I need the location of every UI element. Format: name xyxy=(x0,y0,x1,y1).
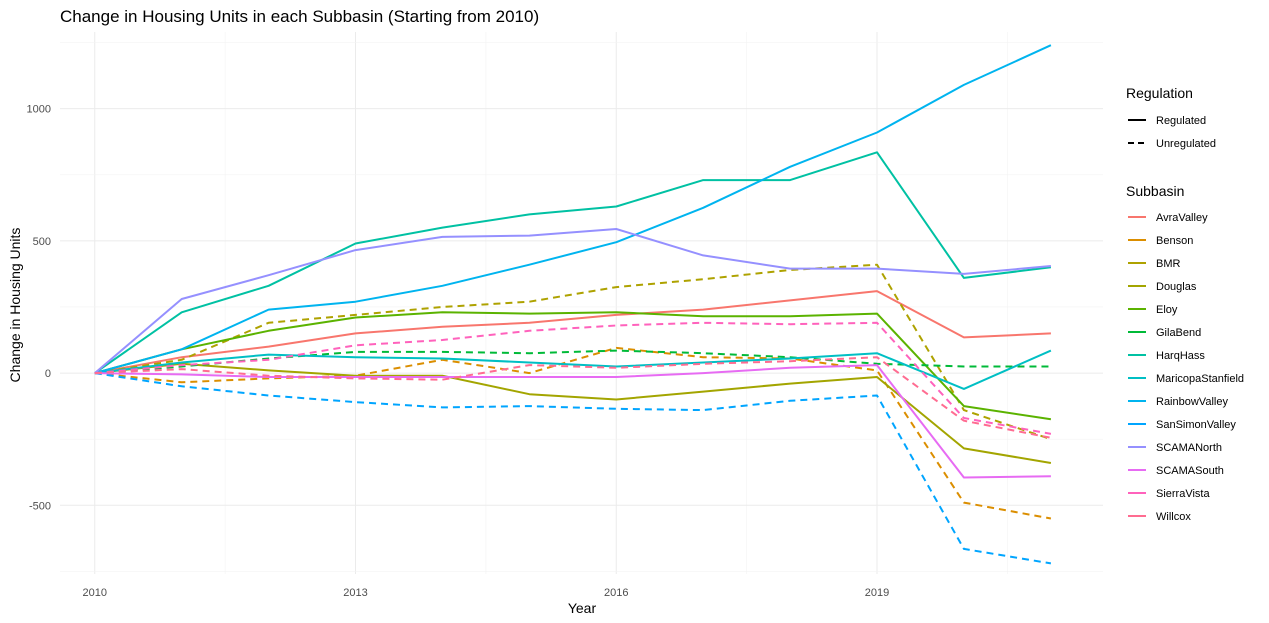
legend-label-benson: Benson xyxy=(1156,235,1193,247)
series-line-sierravista xyxy=(94,321,1052,435)
y-axis-title: Change in Housing Units xyxy=(7,228,23,383)
series-line-maricopastanfield xyxy=(94,349,1052,390)
legend-color-entries: AvraValley Benson BMR Douglas Eloy GilaBend Ha… xyxy=(1128,212,1244,523)
legend-label-sierravista: SierraVista xyxy=(1156,488,1210,500)
legend-label-willcox: Willcox xyxy=(1156,511,1191,523)
series-line-gilabend xyxy=(94,349,1051,375)
series-line-benson xyxy=(94,346,1052,520)
legend-linetype-title: Regulation xyxy=(1126,85,1193,101)
y-tick-label: 1000 xyxy=(27,104,51,116)
legend-label-harqhass: HarqHass xyxy=(1156,350,1205,362)
legend: Regulation Regulated Unregulated Subbasin… xyxy=(1126,85,1244,523)
series-lines xyxy=(94,44,1052,565)
series-line-avravalley xyxy=(94,290,1051,375)
x-axis-ticks: 2010 2013 2016 2019 xyxy=(83,587,890,599)
series-line-eloy xyxy=(94,311,1052,421)
x-tick-label: 2016 xyxy=(604,587,628,599)
x-tick-label: 2013 xyxy=(343,587,367,599)
series-line-bmr xyxy=(94,263,1052,441)
legend-linetype-entries: Regulated Unregulated xyxy=(1128,115,1216,150)
legend-label-sansimonvalley: SanSimonValley xyxy=(1156,419,1236,431)
x-tick-label: 2010 xyxy=(83,587,107,599)
series-line-scamasouth xyxy=(94,364,1051,479)
legend-label-avravalley: AvraValley xyxy=(1156,212,1208,224)
y-tick-label: -500 xyxy=(29,500,51,512)
series-line-rainbowvalley xyxy=(94,44,1052,375)
series-line-willcox xyxy=(94,356,1052,439)
legend-label-bmr: BMR xyxy=(1156,258,1181,270)
legend-label-douglas: Douglas xyxy=(1156,281,1197,293)
legend-color-title: Subbasin xyxy=(1126,183,1184,199)
series-line-harqhass xyxy=(94,151,1052,374)
legend-label-rainbowvalley: RainbowValley xyxy=(1156,396,1228,408)
series-line-douglas xyxy=(94,362,1052,464)
legend-label-eloy: Eloy xyxy=(1156,304,1178,316)
legend-label-maricopastanfield: MaricopaStanfield xyxy=(1156,373,1244,385)
y-tick-label: 0 xyxy=(45,368,51,380)
chart-title: Change in Housing Units in each Subbasin… xyxy=(60,7,539,26)
legend-label-unregulated: Unregulated xyxy=(1156,138,1216,150)
legend-label-scamasouth: SCAMASouth xyxy=(1156,465,1224,477)
series-line-sansimonvalley xyxy=(94,372,1052,565)
series-line-scamanorth xyxy=(94,228,1051,374)
x-axis-title: Year xyxy=(568,600,597,616)
y-tick-label: 500 xyxy=(33,236,51,248)
grid xyxy=(60,32,1103,574)
legend-label-regulated: Regulated xyxy=(1156,115,1206,127)
x-tick-label: 2019 xyxy=(865,587,889,599)
plot-area xyxy=(60,32,1103,574)
legend-label-gilabend: GilaBend xyxy=(1156,327,1201,339)
y-axis-ticks: -500 0 500 1000 xyxy=(27,104,51,513)
legend-label-scamanorth: SCAMANorth xyxy=(1156,442,1222,454)
